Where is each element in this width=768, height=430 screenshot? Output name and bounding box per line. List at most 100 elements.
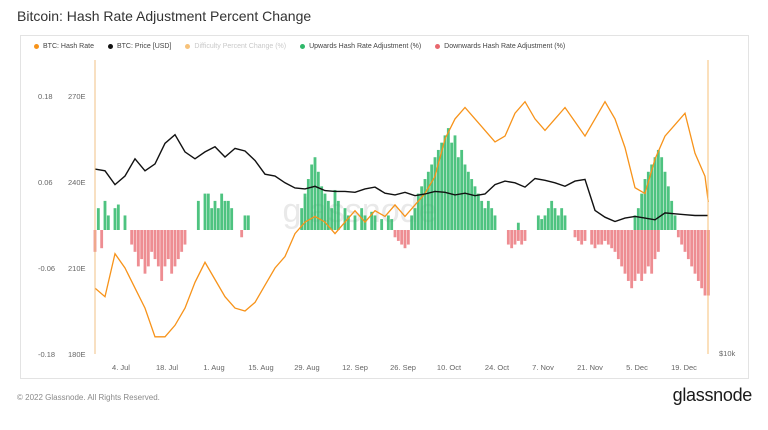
y-tick-label-pct: -0.18	[38, 350, 55, 359]
downward-bar	[583, 230, 587, 241]
upward-bar	[330, 208, 334, 230]
downward-bar	[143, 230, 147, 274]
downward-bar	[573, 230, 577, 238]
x-tick-label: 5. Dec	[626, 363, 648, 372]
upward-bar	[336, 200, 340, 230]
upward-bar	[333, 189, 337, 230]
legend-label-price: BTC: Price [USD]	[116, 43, 172, 50]
downward-bar	[700, 230, 704, 289]
x-tick-label: 7. Nov	[532, 363, 554, 372]
chart-title: Bitcoin: Hash Rate Adjustment Percent Ch…	[17, 8, 312, 24]
legend-item-difficulty[interactable]: Difficulty Percent Change (%)	[185, 43, 286, 50]
upward-bar	[313, 157, 317, 230]
upward-bar	[493, 215, 497, 230]
downward-bar	[633, 230, 637, 281]
downward-bar	[156, 230, 160, 267]
upward-bar	[463, 164, 467, 230]
legend-dot-hash-rate	[34, 44, 39, 49]
upward-bar	[203, 193, 207, 230]
legend-item-price[interactable]: BTC: Price [USD]	[107, 43, 172, 50]
x-tick-label: 10. Oct	[437, 363, 462, 372]
upward-bar	[490, 208, 494, 230]
upward-bar	[476, 193, 480, 230]
downward-bar	[136, 230, 140, 267]
x-tick-label: 12. Sep	[342, 363, 368, 372]
upward-bar	[663, 171, 667, 230]
upward-bar	[670, 200, 674, 230]
upward-bar	[410, 215, 414, 230]
legend-label-hash-rate: BTC: Hash Rate	[43, 43, 94, 50]
downward-bar	[693, 230, 697, 274]
copyright: © 2022 Glassnode. All Rights Reserved.	[17, 393, 160, 402]
upward-bar	[553, 208, 557, 230]
upward-bar	[416, 193, 420, 230]
upward-bar	[316, 171, 320, 230]
upward-bar	[213, 200, 217, 230]
upward-bar	[106, 215, 110, 230]
downward-bar	[180, 230, 184, 252]
downward-bar	[683, 230, 687, 252]
y-tick-label-hash: 210E	[68, 264, 86, 273]
legend-label-upwards: Upwards Hash Rate Adjustment (%)	[309, 43, 422, 50]
downward-bar	[590, 230, 594, 245]
upward-bar	[103, 200, 107, 230]
downward-bar	[596, 230, 600, 245]
downward-bar	[630, 230, 634, 289]
chart-panel	[20, 35, 749, 379]
downward-bar	[616, 230, 620, 260]
upward-bar	[483, 208, 487, 230]
downward-bar	[653, 230, 657, 260]
downward-bar	[593, 230, 597, 249]
upward-bar	[633, 215, 637, 230]
lines-group	[94, 100, 709, 338]
upward-bar	[346, 215, 350, 230]
downward-bar	[576, 230, 580, 241]
downward-bar	[626, 230, 630, 281]
upward-bar	[300, 208, 304, 230]
upward-bar	[440, 142, 444, 230]
price-line	[94, 133, 709, 223]
upward-bar	[196, 200, 200, 230]
y-right-label: $10k	[719, 349, 736, 358]
downward-bar	[520, 230, 524, 245]
legend-item-upwards[interactable]: Upwards Hash Rate Adjustment (%)	[300, 43, 421, 50]
upward-bar	[536, 215, 540, 230]
x-tick-label: 21. Nov	[577, 363, 603, 372]
upward-bar	[466, 171, 470, 230]
y-tick-label-pct: -0.06	[38, 264, 55, 273]
upward-bar	[556, 215, 560, 230]
downward-bar	[703, 230, 707, 296]
x-tick-label: 29. Aug	[294, 363, 319, 372]
upward-bar	[370, 211, 374, 230]
downward-bar	[643, 230, 647, 274]
upward-bar	[486, 200, 490, 230]
downward-bar	[133, 230, 137, 252]
upward-bar	[320, 186, 324, 230]
upward-bar	[456, 157, 460, 230]
upward-bar	[226, 200, 230, 230]
downward-bar	[646, 230, 650, 267]
upward-bar	[640, 193, 644, 230]
downward-bar	[240, 230, 244, 238]
upward-bar	[323, 193, 327, 230]
upward-bar	[220, 193, 224, 230]
upward-bar	[223, 200, 227, 230]
downward-bar	[183, 230, 187, 245]
upward-bar	[246, 215, 250, 230]
downward-bar	[396, 230, 400, 241]
y-tick-label-hash: 180E	[68, 350, 86, 359]
legend-item-downwards[interactable]: Downwards Hash Rate Adjustment (%)	[435, 43, 565, 50]
downward-bar	[686, 230, 690, 260]
x-tick-label: 26. Sep	[390, 363, 416, 372]
downward-bar	[516, 230, 520, 241]
x-tick-label: 1. Aug	[203, 363, 224, 372]
downward-bar	[140, 230, 144, 260]
legend-item-hash-rate[interactable]: BTC: Hash Rate	[34, 43, 94, 50]
upward-bar	[653, 157, 657, 230]
x-tick-label: 15. Aug	[248, 363, 273, 372]
x-tick-label: 18. Jul	[156, 363, 178, 372]
upward-bar	[656, 149, 660, 230]
legend-dot-difficulty	[185, 44, 191, 49]
downward-bar	[506, 230, 510, 245]
